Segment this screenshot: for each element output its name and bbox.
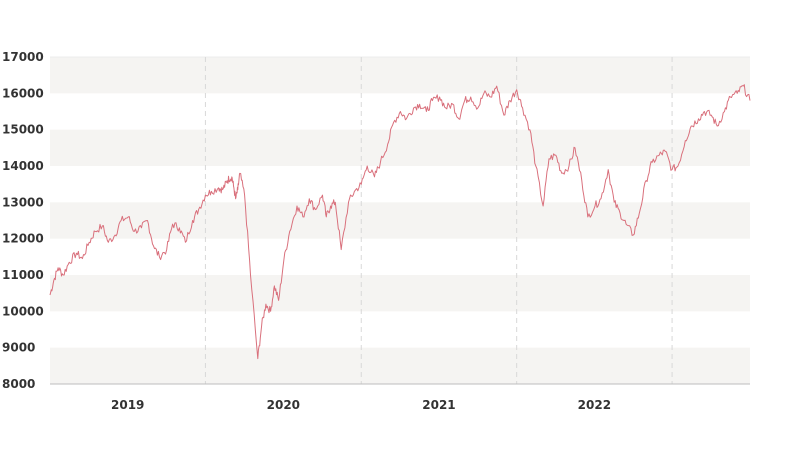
x-axis-tick-labels: 2019 2020 2021 2022 <box>111 398 611 412</box>
x-tick-label: 2019 <box>111 398 144 412</box>
grid-band <box>50 202 750 239</box>
y-tick-label: 15000 <box>2 123 44 137</box>
year-separators <box>204 57 673 384</box>
x-tick-label: 2021 <box>422 398 455 412</box>
y-tick-label: 14000 <box>2 159 44 173</box>
y-tick-label: 13000 <box>2 195 44 209</box>
series-line <box>49 84 751 360</box>
y-tick-label: 16000 <box>2 86 44 100</box>
y-tick-label: 8000 <box>2 377 35 391</box>
grid-band <box>50 57 750 94</box>
grid-bands <box>50 56 750 384</box>
y-tick-label: 17000 <box>2 50 44 64</box>
y-tick-label: 10000 <box>2 304 44 318</box>
x-tick-label: 2022 <box>578 398 611 412</box>
grid-band <box>50 347 750 384</box>
grid-band <box>50 275 750 312</box>
y-axis-tick-labels: 8000 9000 10000 11000 12000 13000 14000 15000 16… <box>2 50 44 391</box>
y-tick-label: 9000 <box>2 341 35 355</box>
x-tick-label: 2020 <box>267 398 300 412</box>
y-tick-label: 12000 <box>2 232 44 246</box>
y-tick-label: 11000 <box>2 268 44 282</box>
grid-band <box>50 129 750 166</box>
